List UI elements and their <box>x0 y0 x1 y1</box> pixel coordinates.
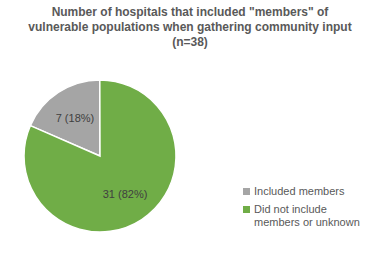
pie-slice <box>24 80 176 232</box>
text-line: vulnerable populations when gathering co… <box>28 20 351 34</box>
legend-label: Included members <box>254 185 345 197</box>
text-line: Included members <box>254 185 345 197</box>
title: Number of hospitals that included "membe… <box>28 5 351 49</box>
text-line: members or unknown <box>254 216 360 228</box>
text-line: Did not include <box>254 203 327 215</box>
chart: Number of hospitals that included "membe… <box>0 0 367 265</box>
data-label: 7 (18%) <box>56 112 95 124</box>
legend-swatch <box>243 188 250 195</box>
data-label: 31 (82%) <box>103 188 148 200</box>
legend-swatch <box>243 206 250 213</box>
text-line: Number of hospitals that included "membe… <box>52 5 330 19</box>
legend-label: Did not includemembers or unknown <box>254 203 360 228</box>
text-line: (n=38) <box>172 35 208 49</box>
pie: 7 (18%) 31 (82%) <box>24 80 176 232</box>
legend: Included members Did not includemembers o… <box>243 185 360 228</box>
